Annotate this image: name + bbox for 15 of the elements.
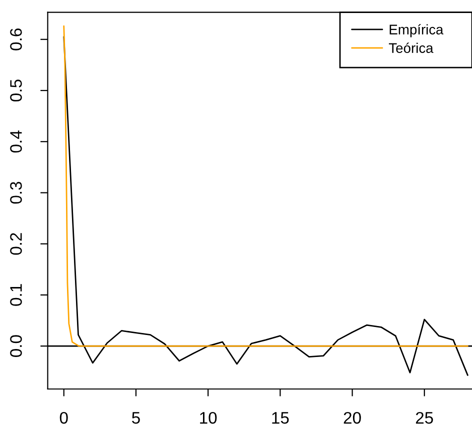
y-tick-label: 0.6 xyxy=(10,28,22,50)
y-tick-label: 0.5 xyxy=(10,80,22,102)
x-tick-label: 25 xyxy=(416,412,433,424)
x-tick-label: 5 xyxy=(132,412,140,424)
x-tick-label: 20 xyxy=(344,412,361,424)
y-tick-label: 0.2 xyxy=(10,233,22,255)
x-tick-label: 10 xyxy=(200,412,217,424)
legend-label: Teórica xyxy=(388,42,434,53)
y-tick-label: 0.4 xyxy=(10,130,22,153)
legend-label: Empírica xyxy=(390,24,444,38)
y-tick-label: 0.1 xyxy=(10,284,22,306)
y-tick-label: 0.3 xyxy=(10,182,22,204)
x-tick-label: 15 xyxy=(272,412,289,424)
x-tick-label: 0 xyxy=(60,412,68,424)
y-tick-label: 0.0 xyxy=(10,335,22,357)
